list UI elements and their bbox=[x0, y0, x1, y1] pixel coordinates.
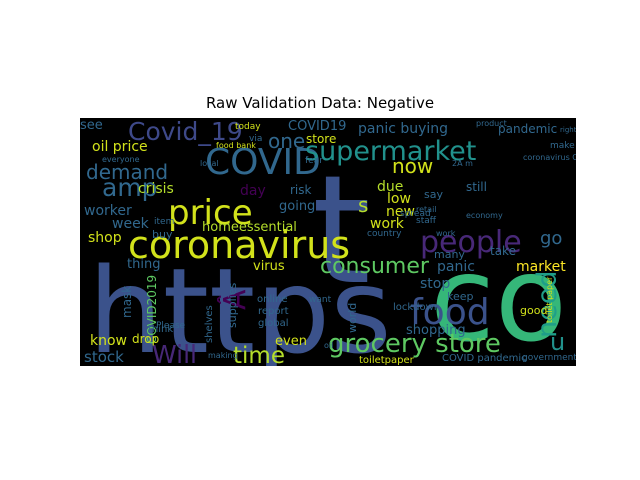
word-53: keep bbox=[447, 290, 474, 303]
word-10: Covid_19 bbox=[128, 118, 243, 146]
word-86: make bbox=[550, 141, 575, 151]
word-61: COVID pandemic bbox=[442, 353, 527, 364]
word-33: know bbox=[90, 333, 127, 349]
word-78: coronavirus COVID19 bbox=[523, 153, 576, 162]
word-93: work bbox=[436, 229, 456, 238]
word-23: panic buying bbox=[358, 121, 448, 137]
word-19: Â bbox=[217, 289, 253, 310]
word-64: world bbox=[346, 303, 359, 333]
word-92: oil bbox=[324, 341, 333, 350]
word-21: u bbox=[550, 328, 565, 356]
word-38: shopping bbox=[406, 323, 466, 338]
word-41: shop bbox=[88, 230, 122, 246]
word-40: week bbox=[112, 216, 150, 232]
word-27: homeessential bbox=[202, 220, 297, 235]
word-6: supermarket bbox=[305, 136, 476, 167]
word-24: oil price bbox=[92, 139, 148, 155]
word-79: staff bbox=[416, 216, 437, 226]
word-59: say bbox=[424, 188, 443, 201]
word-87: making bbox=[208, 351, 238, 360]
word-28: work bbox=[370, 216, 405, 232]
word-90: spread bbox=[400, 209, 431, 219]
word-62: government bbox=[522, 353, 576, 363]
word-74: fear bbox=[305, 156, 323, 166]
word-66: global bbox=[258, 318, 289, 329]
word-48: see bbox=[80, 118, 103, 133]
word-84: shelves bbox=[204, 305, 215, 343]
word-5: COVID bbox=[205, 142, 321, 183]
cloud-background bbox=[80, 118, 576, 366]
word-45: COVID2019 bbox=[145, 275, 159, 344]
word-77: Please bbox=[156, 321, 186, 331]
word-55: buy bbox=[152, 228, 173, 241]
word-75: local bbox=[200, 159, 219, 168]
word-25: crisis bbox=[138, 181, 174, 197]
word-13: amp bbox=[102, 173, 158, 202]
word-58: supplies bbox=[226, 282, 239, 328]
word-71: food bank bbox=[216, 141, 256, 150]
word-88: toilet paper bbox=[545, 276, 554, 323]
word-0: https bbox=[88, 242, 392, 366]
word-4: price bbox=[168, 193, 253, 233]
word-85: want bbox=[309, 295, 332, 305]
word-82: product bbox=[476, 119, 507, 128]
word-1: t bbox=[312, 144, 371, 318]
word-11: consumer bbox=[320, 254, 430, 279]
word-22: go bbox=[540, 228, 562, 249]
word-39: worker bbox=[84, 203, 132, 219]
word-44: COVID19 bbox=[288, 119, 346, 134]
word-14: demand bbox=[86, 160, 168, 184]
word-32: stock bbox=[84, 348, 124, 366]
word-91: right bbox=[560, 126, 576, 134]
word-9: grocery store bbox=[328, 329, 501, 359]
word-16: Will bbox=[152, 340, 197, 366]
word-65: lockdown bbox=[393, 302, 440, 313]
word-50: still bbox=[466, 180, 487, 194]
word-51: take bbox=[490, 244, 516, 258]
word-31: market bbox=[516, 259, 566, 275]
word-18: one bbox=[268, 129, 305, 153]
word-76: everyone bbox=[102, 155, 140, 164]
word-3: coronavirus bbox=[128, 223, 350, 267]
word-89: 2Â m bbox=[452, 157, 473, 168]
word-37: stop bbox=[420, 276, 450, 292]
word-81: economy bbox=[466, 211, 503, 220]
word-30: low bbox=[387, 191, 411, 207]
word-67: report bbox=[258, 306, 289, 317]
word-52: many bbox=[434, 248, 465, 261]
word-60: toiletpaper bbox=[359, 355, 415, 366]
word-42: day bbox=[240, 183, 266, 199]
chart-title: Raw Validation Data: Negative bbox=[205, 94, 435, 112]
word-46: store bbox=[306, 132, 336, 146]
word-56: mask bbox=[120, 286, 134, 318]
word-69: think bbox=[148, 324, 173, 335]
word-63: good bbox=[520, 304, 547, 317]
word-70: item bbox=[154, 217, 174, 227]
word-36: panic bbox=[437, 259, 475, 275]
word-57: drop bbox=[132, 332, 159, 346]
word-73: via bbox=[249, 134, 262, 144]
word-2: co bbox=[430, 230, 567, 366]
word-7: food bbox=[410, 292, 490, 333]
word-49: pandemic bbox=[498, 122, 557, 136]
word-72: today bbox=[235, 122, 261, 132]
word-26: due bbox=[377, 179, 403, 195]
word-43: going bbox=[279, 199, 315, 214]
word-34: virus bbox=[253, 259, 285, 274]
word-17: time bbox=[233, 343, 285, 366]
word-35: even bbox=[275, 334, 307, 349]
word-83: country bbox=[367, 229, 402, 239]
word-80: retail bbox=[416, 205, 437, 214]
word-68: online bbox=[257, 294, 288, 305]
word-54: thing bbox=[127, 257, 160, 272]
word-8: people bbox=[420, 225, 522, 260]
word-12: need bbox=[532, 271, 563, 338]
word-47: risk bbox=[290, 183, 312, 197]
word-29: new bbox=[386, 204, 415, 220]
word-15: now bbox=[392, 154, 433, 178]
word-20: s bbox=[358, 193, 368, 217]
